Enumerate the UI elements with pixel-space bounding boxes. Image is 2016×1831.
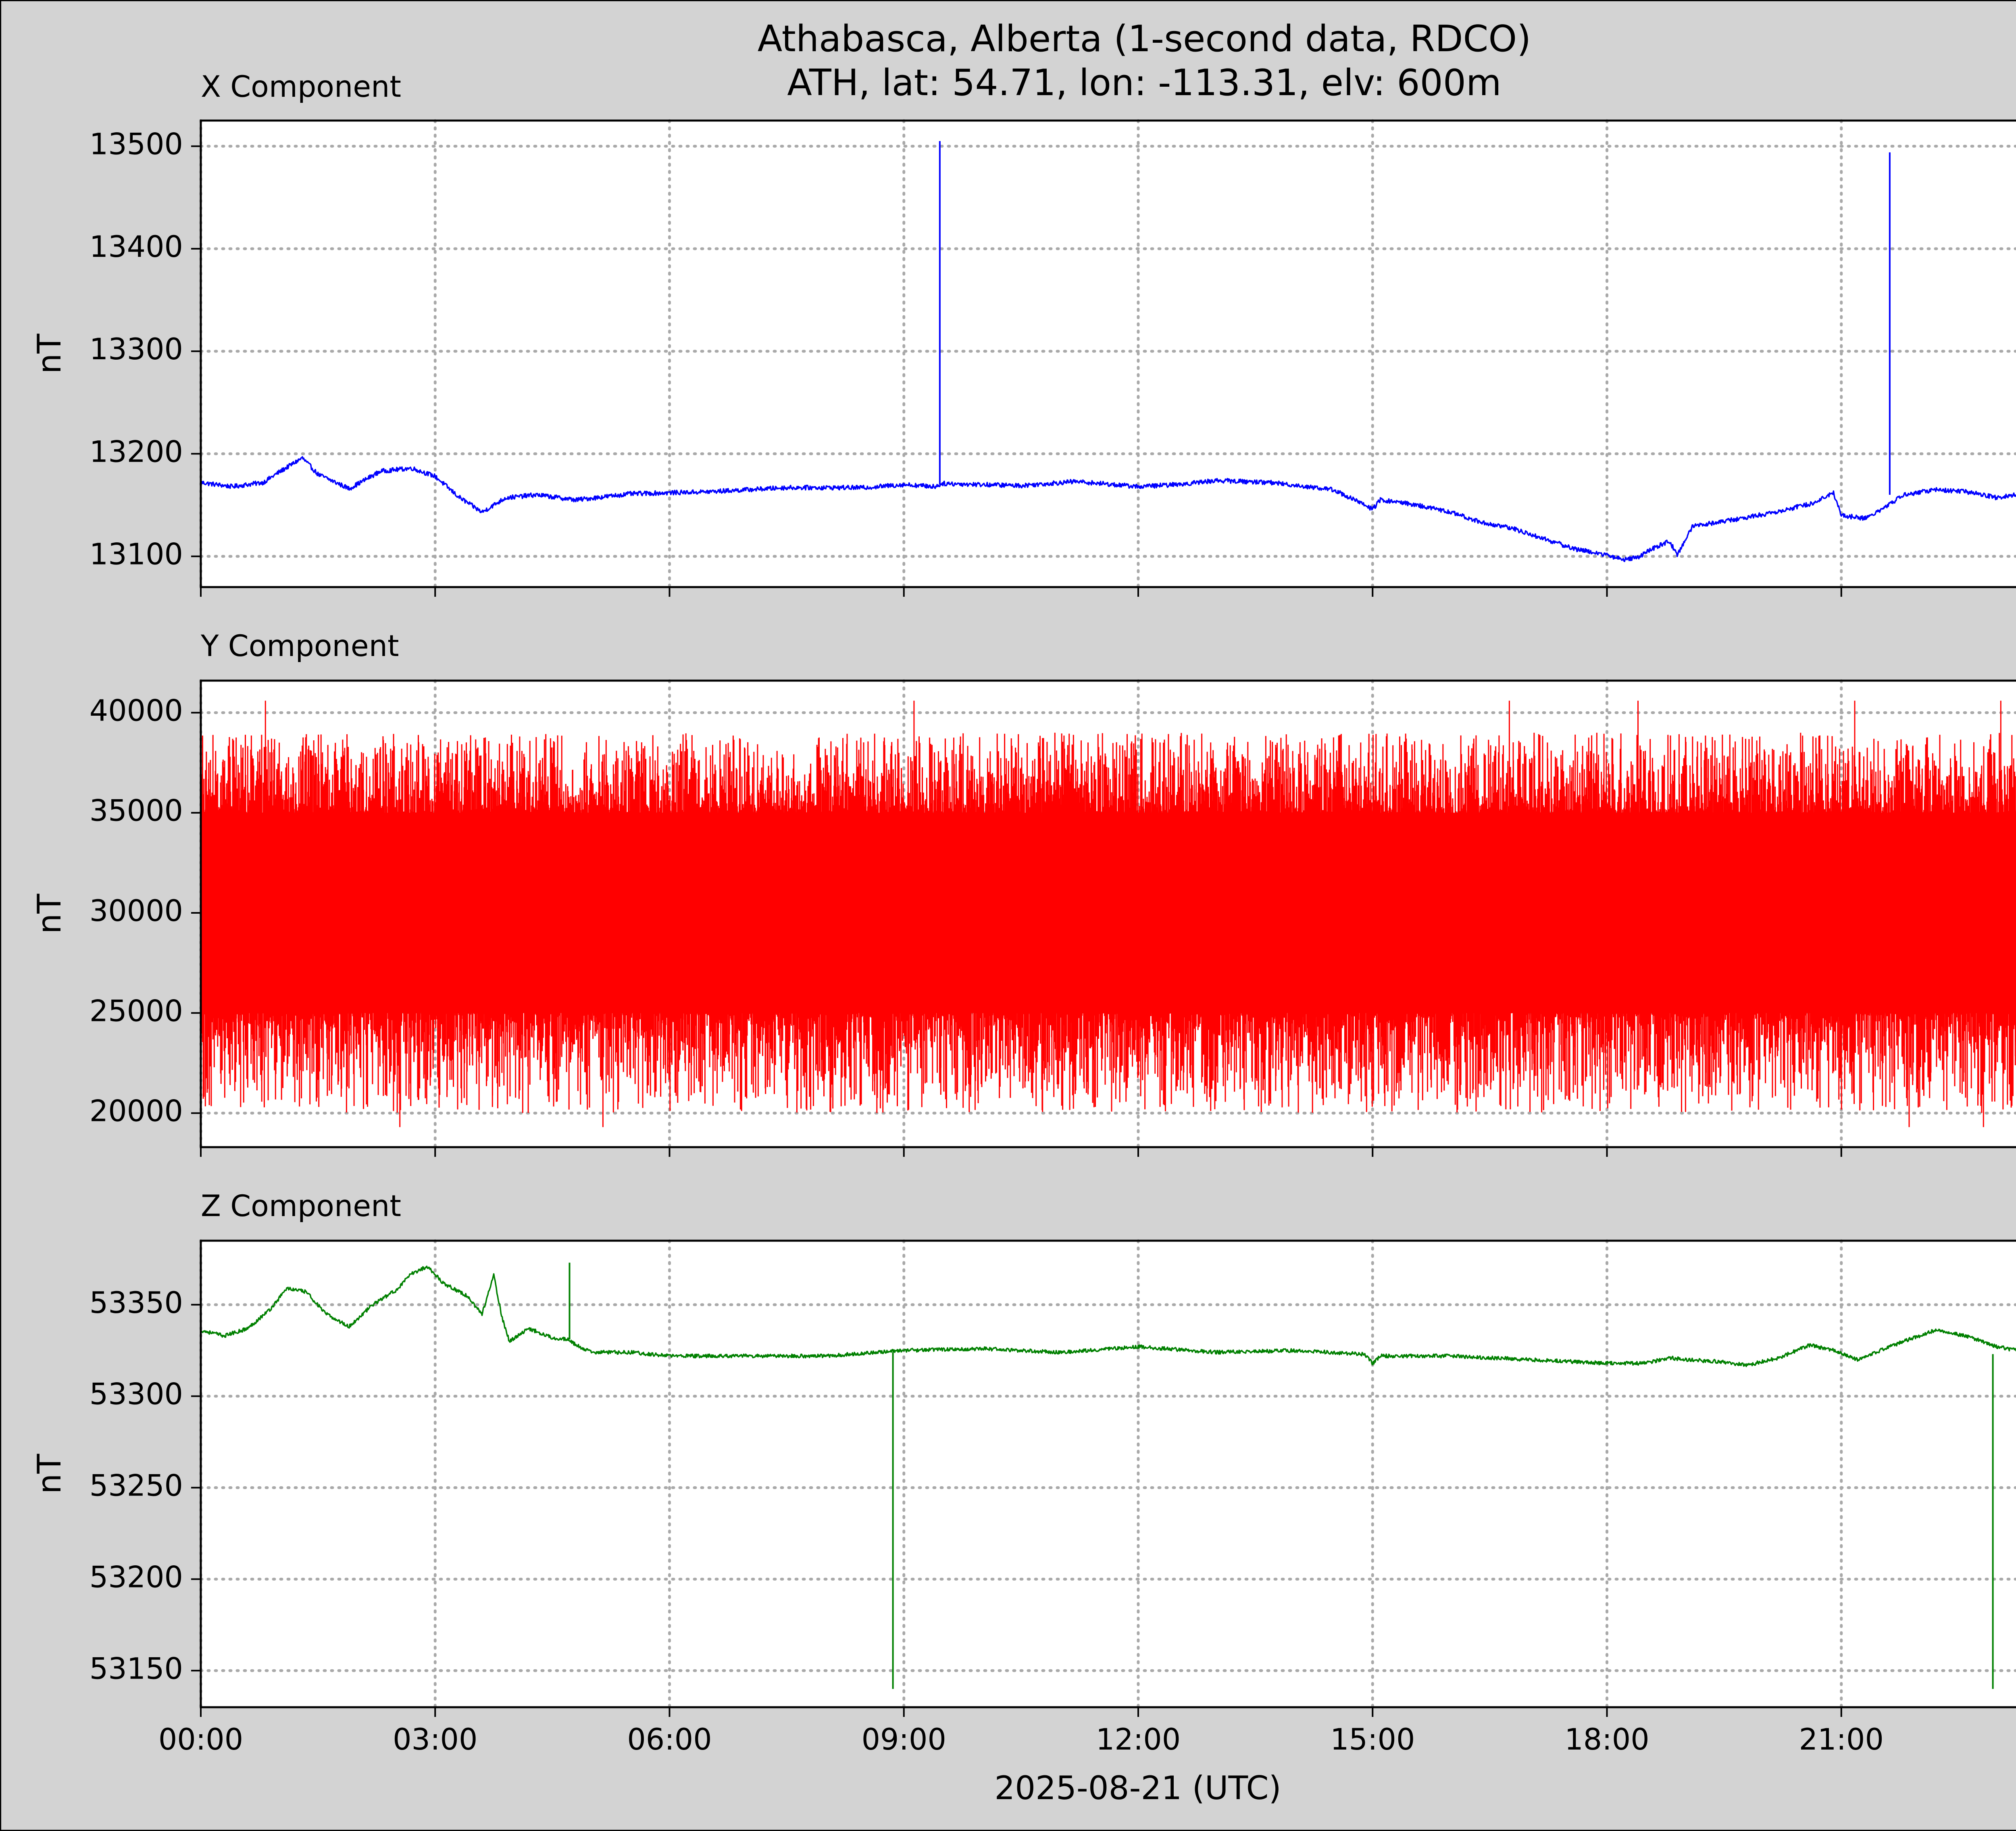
x-data [201, 141, 2016, 562]
z-xtick-label-1: 03:00 [393, 1723, 477, 1757]
y-data [201, 700, 2016, 1127]
x-component-title: X Component [201, 70, 401, 104]
z-grid [199, 1239, 2016, 1709]
y-ytick-label-4: 40000 [90, 694, 183, 728]
z-component-title: Z Component [201, 1189, 401, 1223]
x-series-line [201, 456, 2016, 562]
z-data [201, 1262, 2016, 1689]
x-component-panel: X Component 13100 13200 13300 13400 13500 nT [31, 70, 2016, 597]
z-plot-area [201, 1241, 2016, 1707]
y-ytick-label-1: 25000 [90, 994, 183, 1028]
y-ytick-label-2: 30000 [90, 894, 183, 928]
x-ytick-label-4: 13500 [90, 127, 183, 162]
x-axis-label: 2025-08-21 (UTC) [994, 1769, 1281, 1807]
z-ytick-label-0: 53150 [90, 1652, 183, 1686]
z-ticks: 53150 53200 53250 53300 53350 00:00 03:00 06:00… [90, 1286, 1884, 1757]
y-component-panel: Y Component 20000 25000 30000 35000 40000 nT [31, 629, 2016, 1157]
x-plot-area [201, 121, 2016, 587]
z-xtick-label-0: 00:00 [158, 1723, 243, 1757]
y-ytick-label-3: 35000 [90, 794, 183, 828]
z-xtick-label-6: 18:00 [1564, 1723, 1649, 1757]
z-ytick-label-1: 53200 [90, 1560, 183, 1594]
x-ytick-label-0: 13100 [90, 537, 183, 572]
z-ytick-label-2: 53250 [90, 1469, 183, 1503]
z-xtick-label-5: 15:00 [1330, 1723, 1415, 1757]
z-xtick-label-4: 12:00 [1096, 1723, 1181, 1757]
z-xtick-label-2: 06:00 [627, 1723, 712, 1757]
z-xtick-label-3: 09:00 [862, 1723, 946, 1757]
z-ytick-label-4: 53350 [90, 1286, 183, 1320]
z-ytick-label-3: 53300 [90, 1377, 183, 1412]
z-series-line [201, 1265, 2016, 1367]
y-ytick-label-0: 20000 [90, 1094, 183, 1129]
z-ylabel: nT [31, 1454, 68, 1494]
z-component-panel: Z Component 53150 53200 53250 53300 53350 00:… [31, 1189, 2016, 1757]
x-ticks: 13100 13200 13300 13400 13500 [90, 127, 1842, 597]
x-ytick-label-3: 13400 [90, 230, 183, 264]
figure-title-line1: Athabasca, Alberta (1-second data, RDCO) [758, 18, 1531, 60]
z-xtick-label-7: 21:00 [1799, 1723, 1884, 1757]
x-ytick-label-1: 13200 [90, 435, 183, 469]
x-ylabel: nT [31, 333, 68, 374]
figure-title-line2: ATH, lat: 54.71, lon: -113.31, elv: 600m [787, 62, 1501, 104]
y-ylabel: nT [31, 894, 68, 934]
y-component-title: Y Component [200, 629, 399, 663]
y-ticks: 20000 25000 30000 35000 40000 [90, 694, 1842, 1157]
x-ytick-label-2: 13300 [90, 332, 183, 367]
